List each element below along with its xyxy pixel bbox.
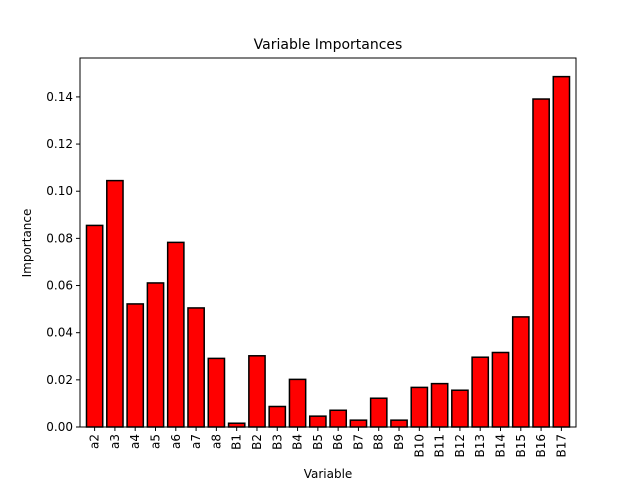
y-tick-label: 0.04 xyxy=(46,326,73,340)
x-tick-label-a2: a2 xyxy=(88,434,102,449)
bar-B16 xyxy=(532,98,550,428)
y-tick-label: 0.12 xyxy=(46,137,73,151)
x-tick-label-B16: B16 xyxy=(534,434,548,458)
bar-B13 xyxy=(471,356,490,428)
x-tick-label-a4: a4 xyxy=(128,434,142,449)
x-tick-label-B12: B12 xyxy=(453,434,467,458)
x-tick-label-a5: a5 xyxy=(149,434,163,449)
bar-B4 xyxy=(288,378,307,428)
x-tick-label-B9: B9 xyxy=(392,434,406,450)
x-tick-label-B3: B3 xyxy=(270,434,284,450)
y-tick-label: 0.08 xyxy=(46,231,73,245)
x-tick-label-a7: a7 xyxy=(189,434,203,449)
x-tick-label-B15: B15 xyxy=(514,434,528,458)
bar-B2 xyxy=(248,355,266,428)
bar-B3 xyxy=(268,405,287,428)
bar-a5 xyxy=(146,282,165,428)
x-tick-label-B14: B14 xyxy=(494,434,508,458)
x-tick-label-B17: B17 xyxy=(554,434,568,458)
y-tick-label: 0.02 xyxy=(46,373,73,387)
chart-title: Variable Importances xyxy=(254,37,403,53)
x-tick-label-B1: B1 xyxy=(230,434,244,450)
bar-B17 xyxy=(552,75,571,428)
x-tick-label-B10: B10 xyxy=(412,434,426,458)
x-tick-label-B4: B4 xyxy=(291,434,305,450)
bar-B8 xyxy=(369,397,388,428)
bar-a6 xyxy=(166,241,185,428)
bar-B10 xyxy=(410,386,429,428)
x-tick-label-B5: B5 xyxy=(311,434,325,450)
y-tick-label: 0.06 xyxy=(46,279,73,293)
bar-B7 xyxy=(349,419,368,428)
x-tick-label-B13: B13 xyxy=(473,434,487,458)
bar-a8 xyxy=(207,357,226,428)
x-tick-label-B11: B11 xyxy=(433,434,447,458)
bar-B1 xyxy=(227,422,246,428)
x-axis-title: Variable xyxy=(304,467,353,480)
x-tick-label-a3: a3 xyxy=(108,434,122,449)
bar-a2 xyxy=(85,224,104,428)
bar-B5 xyxy=(308,415,327,428)
plot-frame xyxy=(79,57,577,428)
bar-B14 xyxy=(491,351,510,428)
x-tick-label-a8: a8 xyxy=(209,434,223,449)
x-tick-label-a6: a6 xyxy=(169,434,183,449)
y-tick-label: 0.14 xyxy=(46,90,73,104)
bar-B11 xyxy=(430,382,449,428)
bar-B15 xyxy=(511,316,530,428)
bar-a3 xyxy=(106,179,124,428)
x-tick-label-B8: B8 xyxy=(372,434,386,450)
bar-B9 xyxy=(390,419,408,428)
bar-B12 xyxy=(451,389,469,428)
x-tick-label-B6: B6 xyxy=(331,434,345,450)
bar-a7 xyxy=(187,307,205,428)
y-tick-label: 0.00 xyxy=(46,420,73,434)
y-axis: 0.00 0.02 0.04 0.06 0.08 0.10 0.12 0.14 xyxy=(46,90,80,434)
bars-layer xyxy=(85,75,571,428)
bar-a4 xyxy=(126,303,145,428)
x-tick-label-B2: B2 xyxy=(250,434,264,450)
y-tick-label: 0.10 xyxy=(46,184,73,198)
y-axis-title: Importance xyxy=(20,209,34,278)
x-tick-label-B7: B7 xyxy=(351,434,365,450)
x-axis: a2 a3 a4 a5 a6 a7 a8 B1 B2 B3 B4 B5 B6 B7 B8 B9 B10 B11 B1… xyxy=(88,427,568,458)
bar-B6 xyxy=(329,409,348,428)
